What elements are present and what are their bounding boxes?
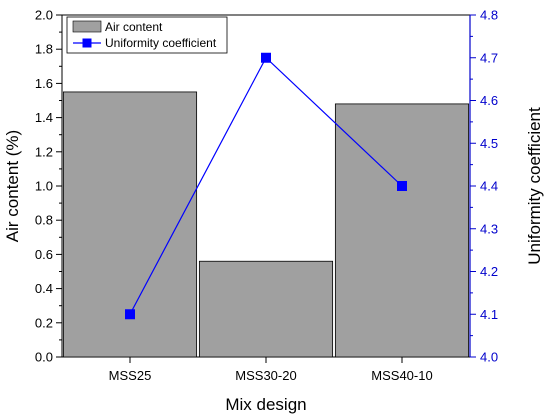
uniformity-point-mss25 xyxy=(125,309,135,320)
left-tick-label: 0.4 xyxy=(35,281,53,296)
left-tick-label: 1.8 xyxy=(35,42,53,57)
legend-swatch-air-content xyxy=(72,20,102,33)
right-tick-label: 4.5 xyxy=(480,136,498,151)
right-tick-label: 4.6 xyxy=(480,93,498,108)
right-tick-label: 4.7 xyxy=(480,50,498,65)
right-tick-label: 4.1 xyxy=(480,307,498,322)
left-tick-label: 1.6 xyxy=(35,76,53,91)
legend: Air content Uniformity coefficient xyxy=(66,16,228,54)
left-tick-label: 0.2 xyxy=(35,315,53,330)
left-tick-label: 1.0 xyxy=(35,179,53,194)
left-tick-label: 0.6 xyxy=(35,247,53,262)
right-axis-title: Uniformity coefficient xyxy=(525,107,544,265)
uniformity-point-mss30-20 xyxy=(261,52,271,63)
right-axis-ticks: 4.0 4.1 4.2 4.3 4.4 4.5 4.6 4.7 4.8 xyxy=(470,8,498,365)
bar-mss40-10 xyxy=(334,103,470,358)
x-axis-ticks: MSS25 MSS30-20 MSS40-10 xyxy=(109,357,433,383)
left-tick-label: 0.0 xyxy=(35,350,53,365)
left-tick-label: 0.8 xyxy=(35,213,53,228)
x-axis-title: Mix design xyxy=(225,395,306,414)
bar-mss30-20 xyxy=(198,260,334,358)
x-tick-label: MSS25 xyxy=(109,368,152,383)
left-tick-label: 2.0 xyxy=(35,8,53,23)
bars-group xyxy=(62,91,470,358)
left-axis-title: Air content (%) xyxy=(3,130,22,242)
legend-marker-uniformity xyxy=(82,38,92,48)
legend-label-uniformity: Uniformity coefficient xyxy=(105,36,217,50)
right-tick-label: 4.2 xyxy=(480,264,498,279)
left-tick-label: 1.2 xyxy=(35,144,53,159)
x-tick-label: MSS40-10 xyxy=(371,368,432,383)
legend-label-air-content: Air content xyxy=(105,20,163,34)
left-axis-ticks: 0.0 0.2 0.4 0.6 0.8 1.0 1.2 1.4 1.6 1.8 2.0 xyxy=(35,8,62,365)
x-tick-label: MSS30-20 xyxy=(235,368,296,383)
line-series-group xyxy=(125,52,407,320)
uniformity-point-mss40-10 xyxy=(397,181,407,191)
right-tick-label: 4.4 xyxy=(480,179,498,194)
right-tick-label: 4.8 xyxy=(480,8,498,23)
right-tick-label: 4.0 xyxy=(480,350,498,365)
left-tick-label: 1.4 xyxy=(35,110,53,125)
right-tick-label: 4.3 xyxy=(480,221,498,236)
